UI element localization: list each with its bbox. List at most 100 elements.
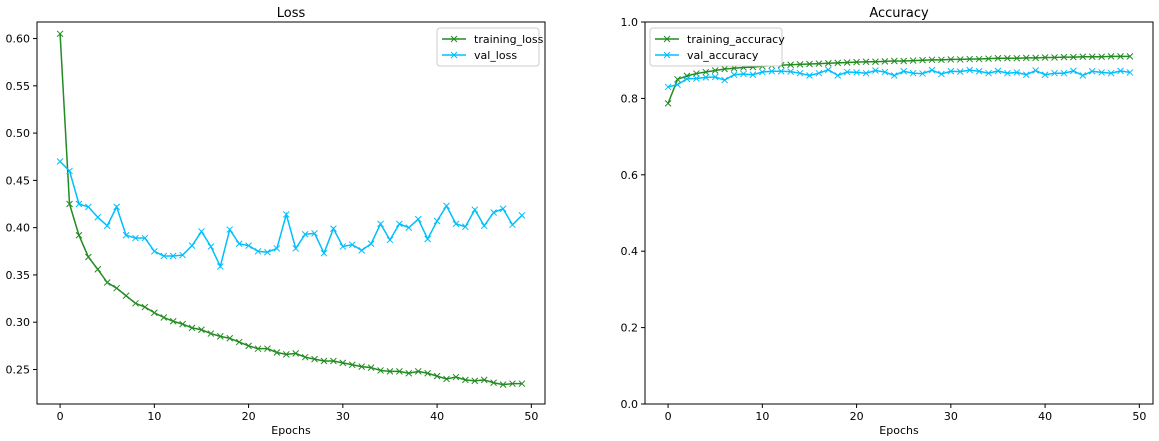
chart-1-series-val-loss-point	[103, 222, 111, 230]
chart-1-series-val-loss-point	[207, 243, 215, 250]
chart-1-series-val-loss-point	[462, 223, 469, 231]
chart-2-series-training-accuracy-point	[881, 57, 889, 65]
chart-1-series-training-loss-point	[103, 279, 111, 286]
chart-2-legend-label-training-accuracy: training_accuracy	[687, 33, 785, 46]
chart-1-series-val-loss-point	[348, 241, 356, 249]
chart-1-series-training-loss-point	[150, 309, 158, 317]
chart-2-series-training-accuracy-point	[693, 70, 700, 77]
chart-2-series-val-accuracy-point	[909, 69, 917, 77]
chart-2-series-training-accuracy-point	[872, 58, 879, 66]
chart-1-legend-marker-training-loss	[450, 35, 458, 43]
chart-2-series-val-accuracy-point	[664, 83, 672, 91]
chart-1-series-training-loss-point	[245, 342, 252, 350]
chart-1-series-val-loss-point	[198, 228, 205, 235]
chart-1-series-training-loss-point	[264, 345, 271, 353]
chart-1-ytick-label: 0.35	[6, 269, 31, 282]
chart-2-series-training-accuracy-point	[956, 56, 964, 63]
chart-1-series-val-loss-point	[339, 243, 347, 250]
chart-1-series-val-loss-point	[132, 234, 139, 242]
chart-1-series-val-loss-point	[264, 248, 271, 256]
chart-1-legend-box	[436, 27, 540, 67]
chart-2-series-training-accuracy-point	[1126, 53, 1134, 60]
chart-1-series-training-loss-line	[59, 33, 522, 386]
chart-1-series-training-loss-point	[198, 326, 205, 334]
chart-2-series-training-accuracy-point	[975, 55, 983, 63]
chart-1-series-training-loss-point	[358, 363, 366, 371]
chart-2-ytick-label: 0.0	[621, 398, 639, 411]
chart-1-ytick-label: 0.60	[6, 33, 31, 46]
chart-1-series-training-loss-point	[122, 292, 130, 300]
chart-2-xtick-label: 0	[665, 410, 672, 423]
chart-2-series-training-accuracy-point	[1022, 54, 1030, 62]
chart-2-series-training-accuracy-point	[928, 56, 936, 64]
chart-2-series-val-accuracy-point	[702, 74, 710, 81]
chart-2-ytick-label: 0.6	[621, 169, 639, 182]
chart-2-series-training-accuracy-point	[815, 60, 823, 67]
chart-1-series-training-loss-point	[330, 357, 337, 365]
chart-2-xtick-label: 30	[944, 410, 958, 423]
chart-2-series-val-accuracy-point	[966, 66, 974, 74]
chart-1-series-val-loss-point	[386, 236, 394, 244]
chart-2-series-val-accuracy-point	[815, 69, 823, 77]
chart-2-series-training-accuracy-point	[1088, 53, 1096, 61]
chart-2-series-training-accuracy-line	[667, 55, 1130, 104]
chart-1-series-val-loss-point	[490, 209, 497, 216]
chart-2-series-val-accuracy-point	[1004, 69, 1011, 77]
chart-1-series-val-loss-point	[301, 230, 309, 238]
chart-1-series-training-loss-point	[320, 357, 328, 365]
chart-1-xlabel: Epochs	[271, 424, 311, 437]
chart-2-series-val-accuracy-point	[1079, 72, 1087, 79]
chart-1-series-val-loss-point	[188, 242, 196, 249]
chart-1-series-val-loss-point	[405, 224, 413, 232]
chart-1-series-training-loss-point	[339, 359, 347, 367]
chart-2-series-training-accuracy-point	[947, 56, 955, 63]
chart-1-series-val-loss-point	[66, 167, 73, 175]
chart-1-xtick-label: 40	[430, 410, 444, 423]
chart-2-series-training-accuracy-point	[711, 67, 719, 74]
chart-1-series-training-loss-point	[414, 368, 422, 375]
chart-2-series-val-accuracy-point	[985, 69, 992, 77]
chart-1-legend-label-val-loss: val_loss	[474, 49, 517, 62]
chart-1-series-training-loss-point	[169, 317, 177, 325]
chart-2-plot-frame	[644, 21, 1154, 405]
chart-2-series-training-accuracy	[664, 53, 1134, 107]
chart-1-series-training-loss-point	[188, 324, 196, 332]
chart-1-series-training-loss-point	[424, 369, 432, 377]
chart-2-series-val-accuracy-point	[994, 67, 1002, 75]
chart-1-series-training-loss-point	[405, 369, 413, 377]
chart-2-series-val-accuracy	[664, 66, 1134, 91]
chart-2-series-val-accuracy-point	[881, 68, 889, 76]
chart-2-series-training-accuracy-point	[702, 68, 710, 76]
chart-2-series-val-accuracy-point	[872, 67, 879, 74]
chart-1: Loss 0 10 20 30 40 50 0.25 0.30 0.35 0.40 0.45 0.50 0…	[6, 6, 546, 437]
chart-1-series-training-loss-point	[113, 284, 120, 292]
chart-1-series-val-loss-point	[424, 235, 432, 243]
chart-2-legend: training_accuracy val_accuracy	[649, 27, 785, 67]
chart-1-series-val-loss-point	[179, 251, 186, 259]
chart-2-series-val-accuracy-point	[947, 67, 955, 75]
chart-2-series-training-accuracy-point	[1117, 53, 1124, 60]
chart-2-series-val-accuracy-point	[928, 66, 936, 74]
chart-2-series-val-accuracy-point	[796, 69, 804, 77]
chart-2: Accuracy 0 10 20 30 40 50 0.0 0.2 0.4 0.6 0.8 1.0 Epo…	[621, 6, 1154, 437]
chart-1-ytick-label: 0.45	[6, 174, 31, 187]
chart-1-series-training-loss-point	[94, 265, 102, 273]
chart-2-series-training-accuracy-point	[1041, 54, 1049, 61]
chart-2-series-training-accuracy-point	[985, 55, 992, 63]
chart-1-series-training-loss-point	[367, 364, 375, 371]
chart-2-series-val-accuracy-point	[843, 68, 851, 76]
chart-2-title: Accuracy	[869, 6, 929, 21]
chart-1-legend: training_loss val_loss	[436, 27, 544, 67]
chart-1-series-training-loss-point	[499, 381, 507, 388]
chart-1-series-val-loss-point	[169, 252, 177, 260]
chart-2-series-val-accuracy-point	[824, 66, 832, 74]
chart-1-series-training-loss-point	[433, 372, 441, 380]
chart-1-series-val-loss-point	[433, 217, 441, 225]
chart-2-series-val-accuracy-point	[834, 72, 842, 79]
chart-2-series-training-accuracy-point	[1098, 53, 1105, 61]
chart-2-series-training-accuracy-point	[721, 65, 728, 73]
chart-1-series-val-loss-point	[56, 158, 64, 165]
chart-2-legend-label-val-accuracy: val_accuracy	[687, 49, 759, 62]
chart-2-series-training-accuracy-point	[1032, 54, 1040, 62]
